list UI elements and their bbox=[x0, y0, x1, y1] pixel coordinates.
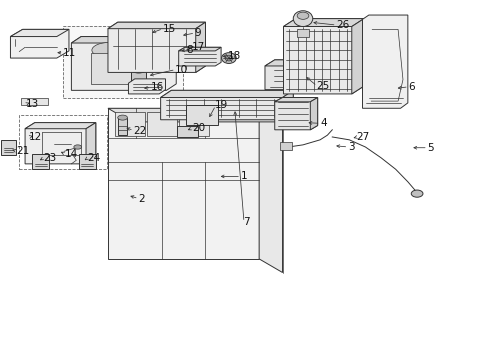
Text: 21: 21 bbox=[16, 146, 29, 156]
Polygon shape bbox=[108, 108, 259, 259]
Ellipse shape bbox=[131, 66, 146, 73]
Text: 24: 24 bbox=[87, 153, 101, 163]
Bar bbox=[19, 116, 107, 169]
Polygon shape bbox=[351, 19, 363, 94]
Polygon shape bbox=[21, 98, 48, 105]
Bar bbox=[185, 105, 217, 126]
Ellipse shape bbox=[224, 55, 232, 61]
Bar bbox=[32, 154, 49, 169]
Bar bbox=[115, 112, 145, 136]
Polygon shape bbox=[160, 90, 293, 120]
Polygon shape bbox=[108, 108, 282, 122]
Ellipse shape bbox=[122, 202, 128, 205]
Ellipse shape bbox=[410, 190, 422, 197]
Bar bbox=[63, 26, 182, 98]
Text: 23: 23 bbox=[43, 153, 57, 163]
Polygon shape bbox=[283, 19, 363, 94]
Text: 12: 12 bbox=[29, 132, 42, 142]
Text: 15: 15 bbox=[162, 24, 176, 34]
Text: 11: 11 bbox=[63, 48, 76, 58]
Bar bbox=[118, 118, 127, 135]
Text: 9: 9 bbox=[194, 28, 201, 38]
Polygon shape bbox=[195, 22, 205, 72]
Bar bbox=[131, 69, 146, 87]
Text: 14: 14 bbox=[65, 149, 78, 159]
Bar bbox=[297, 30, 308, 37]
Ellipse shape bbox=[130, 44, 159, 57]
Ellipse shape bbox=[297, 12, 308, 19]
Text: 27: 27 bbox=[356, 132, 369, 142]
Polygon shape bbox=[25, 123, 96, 129]
Ellipse shape bbox=[121, 188, 130, 195]
Text: 20: 20 bbox=[191, 123, 204, 133]
Polygon shape bbox=[10, 30, 69, 37]
Polygon shape bbox=[282, 90, 293, 120]
Polygon shape bbox=[10, 30, 69, 58]
Text: 8: 8 bbox=[185, 45, 192, 55]
Text: 16: 16 bbox=[151, 82, 164, 93]
Text: 18: 18 bbox=[227, 51, 240, 61]
Text: 25: 25 bbox=[316, 81, 329, 91]
Polygon shape bbox=[71, 37, 176, 90]
Text: 10: 10 bbox=[175, 64, 188, 75]
Ellipse shape bbox=[92, 42, 129, 58]
Ellipse shape bbox=[118, 115, 127, 120]
Polygon shape bbox=[71, 37, 176, 43]
Polygon shape bbox=[310, 98, 317, 130]
Bar bbox=[279, 141, 291, 149]
Bar bbox=[134, 86, 143, 91]
Polygon shape bbox=[25, 123, 96, 164]
Polygon shape bbox=[108, 22, 205, 29]
Ellipse shape bbox=[293, 11, 312, 27]
Bar bbox=[147, 112, 177, 136]
Text: 17: 17 bbox=[191, 42, 204, 52]
Polygon shape bbox=[274, 98, 317, 130]
Bar bbox=[0, 140, 16, 155]
Text: 19: 19 bbox=[215, 100, 228, 111]
Polygon shape bbox=[259, 108, 282, 273]
Bar bbox=[179, 112, 209, 136]
Polygon shape bbox=[178, 47, 221, 51]
Text: 6: 6 bbox=[407, 82, 414, 92]
Ellipse shape bbox=[74, 145, 81, 149]
Bar bbox=[177, 126, 197, 137]
Polygon shape bbox=[160, 90, 293, 98]
Bar bbox=[91, 53, 135, 84]
Polygon shape bbox=[274, 98, 317, 102]
Text: 3: 3 bbox=[347, 142, 354, 152]
Text: 26: 26 bbox=[335, 20, 349, 30]
Text: 7: 7 bbox=[243, 217, 250, 227]
Polygon shape bbox=[108, 22, 205, 72]
Polygon shape bbox=[362, 15, 407, 108]
Polygon shape bbox=[86, 123, 96, 164]
Bar bbox=[79, 154, 96, 169]
Text: 5: 5 bbox=[427, 143, 433, 153]
Polygon shape bbox=[264, 60, 305, 90]
Polygon shape bbox=[128, 79, 165, 94]
Text: 22: 22 bbox=[133, 126, 146, 135]
Text: 13: 13 bbox=[26, 99, 39, 109]
Polygon shape bbox=[264, 60, 305, 66]
Polygon shape bbox=[283, 19, 363, 27]
Polygon shape bbox=[178, 47, 221, 66]
Ellipse shape bbox=[221, 53, 236, 63]
Text: 4: 4 bbox=[320, 118, 326, 128]
Text: 1: 1 bbox=[240, 171, 247, 181]
Text: 2: 2 bbox=[138, 194, 144, 204]
